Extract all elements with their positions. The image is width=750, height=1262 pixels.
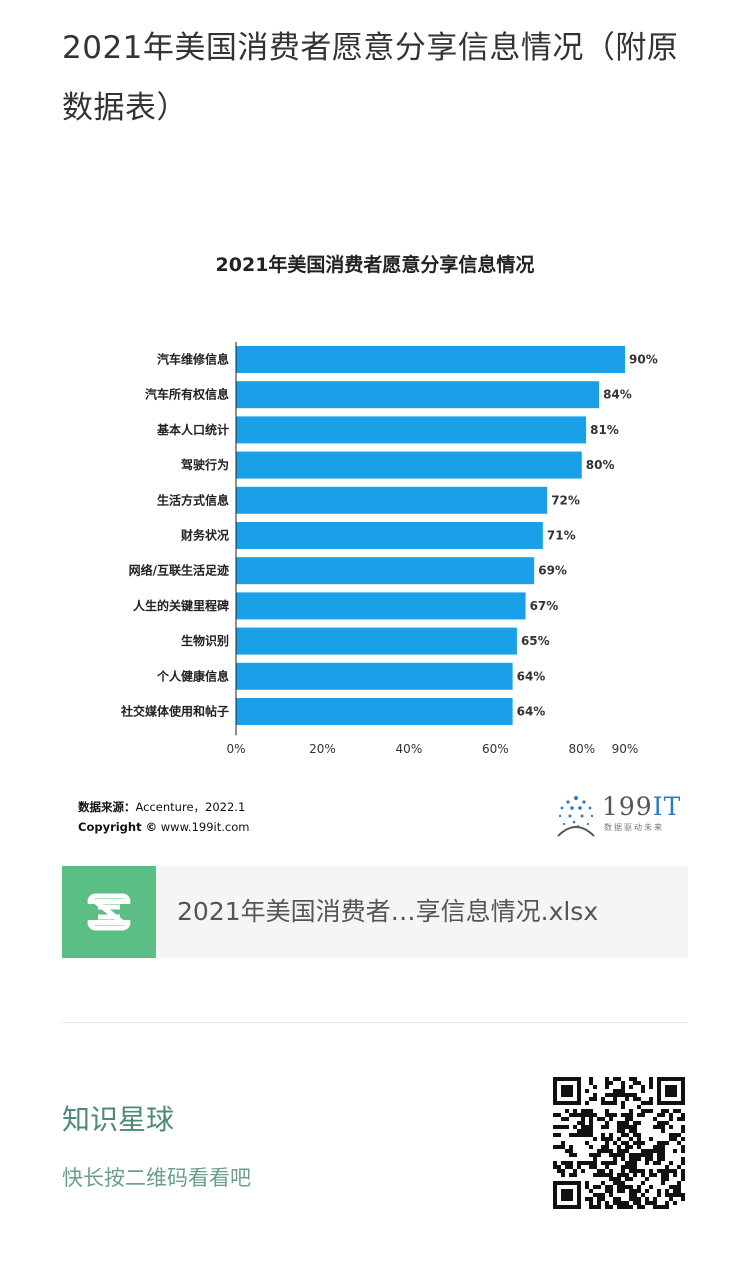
category-label: 汽车维修信息 [157,352,229,367]
bar [236,416,587,444]
value-label: 80% [586,458,615,472]
category-label: 个人健康信息 [156,668,229,683]
value-label: 84% [603,388,632,402]
attachment-filename[interactable]: 2021年美国消费者…享信息情况.xlsx [177,897,599,926]
logo-tagline: 数据驱动未来 [604,823,664,832]
category-label: 人生的关键里程碑 [133,598,229,613]
attachment-card[interactable]: 2021年美国消费者…享信息情况.xlsx [62,866,688,958]
x-tick-label: 0% [226,742,245,756]
value-label: 81% [590,423,619,437]
category-label: 基本人口统计 [156,422,229,437]
value-label: 69% [538,564,567,578]
chart-image: 汽车维修信息 90% 汽车所有权信息 84% 基本人口统计 81% 驾驶行为 80% 生活方式信… [62,230,688,850]
value-label: 64% [517,669,546,683]
value-label: 90% [629,353,658,367]
bar [236,592,526,620]
promo-subtitle: 快长按二维码看看吧 [62,1166,251,1190]
spreadsheet-s-icon [62,866,156,958]
category-label: 生活方式信息 [157,492,229,507]
bar [236,451,582,479]
value-label: 71% [547,529,576,543]
copyright-label: Copyright © [78,820,158,834]
category-label: 生物识别 [181,633,229,648]
value-label: 72% [551,493,580,507]
x-tick-label: 60% [482,742,509,756]
category-label: 财务状况 [180,528,229,543]
value-label: 64% [517,705,546,719]
source-block: 数据来源：Accenture，2022.1 Copyright © www.19… [78,797,249,837]
bar [236,557,535,585]
source-label: 数据来源： [78,800,136,814]
logo-199it: 199IT 数据驱动未来 [552,790,687,840]
section-divider [62,1022,688,1023]
bar [236,627,517,655]
bar [236,698,513,725]
chart-title: 2021年美国消费者愿意分享信息情况 [215,254,535,276]
x-tick-label: 90% [612,742,639,756]
logo-brand-num: 199 [602,792,653,821]
logo-dots-icon [557,796,595,837]
bar-chart: 汽车维修信息 90% 汽车所有权信息 84% 基本人口统计 81% 驾驶行为 80% 生活方式信… [120,342,658,756]
qr-code-icon[interactable] [553,1077,685,1209]
source-text: Accenture，2022.1 [135,800,246,814]
value-label: 65% [521,634,550,648]
category-label: 汽车所有权信息 [145,387,229,402]
bar [236,346,625,373]
x-tick-label: 80% [568,742,595,756]
logo-brand-it: IT [652,792,682,821]
bar [236,381,600,409]
bar [236,522,543,549]
bar [236,662,513,690]
category-label: 驾驶行为 [180,457,229,472]
bar [236,486,548,514]
x-tick-label: 40% [396,742,423,756]
value-label: 67% [530,599,559,613]
x-tick-label: 20% [309,742,336,756]
article-title: 2021年美国消费者愿意分享信息情况（附原数据表） [62,30,679,126]
promo-title: 知识星球 [62,1103,175,1136]
copyright-text: www.199it.com [160,820,250,834]
category-label: 社交媒体使用和帖子 [120,704,229,719]
category-label: 网络/互联生活足迹 [129,563,229,578]
